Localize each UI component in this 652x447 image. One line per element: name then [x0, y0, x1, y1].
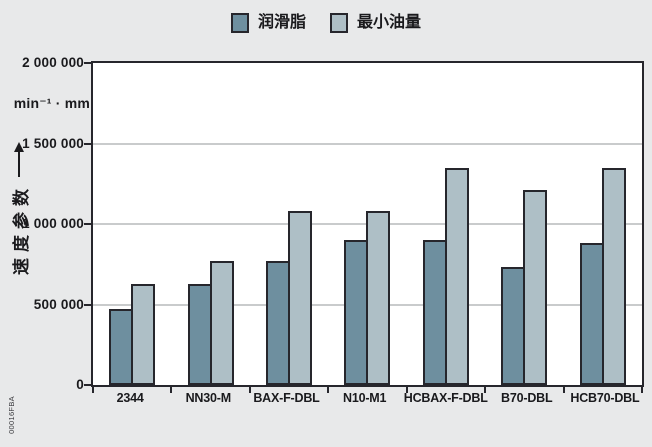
legend-item-grease: 润滑脂 [230, 13, 306, 33]
bar [501, 267, 526, 385]
x-tick-mark [92, 387, 94, 393]
x-tick-mark [641, 387, 643, 393]
category-column [485, 63, 563, 385]
x-tick-mark [405, 387, 408, 393]
category-column [407, 63, 485, 385]
x-tick-mark [562, 387, 565, 393]
watermark: 00016FBA [7, 396, 16, 434]
y-tick-label: 500 000 [33, 296, 84, 312]
legend-label-grease: 润滑脂 [257, 14, 306, 31]
bar [109, 309, 134, 385]
gridline [93, 142, 642, 145]
y-tick-label: 1 000 000 [22, 216, 84, 231]
bar [366, 211, 391, 385]
x-tick-mark [327, 387, 330, 393]
bar [209, 261, 234, 385]
x-axis-label: HCBAX-F-DBL [403, 391, 488, 405]
bar [344, 240, 369, 385]
category-column [171, 63, 249, 385]
x-axis-label: BAX-F-DBL [253, 391, 320, 405]
x-axis-label: N10-M1 [343, 391, 387, 405]
x-axis-labels: 2344 NN30-M BAX-F-DBL N10-M1 HCBAX-F-DBL B70-… [91, 391, 644, 405]
plot-area [91, 61, 644, 387]
x-axis-label: 2344 [116, 391, 144, 405]
legend: 润滑脂 最小油量 [0, 13, 652, 33]
x-tick-mark [248, 387, 251, 393]
x-axis-label: HCB70-DBL [570, 391, 640, 405]
bar [131, 283, 156, 385]
bar [523, 190, 548, 385]
y-tick-mark [84, 384, 92, 386]
y-tick-label: 1 500 000 [22, 135, 84, 151]
category-column [93, 63, 171, 385]
bar [601, 167, 626, 385]
bar [579, 243, 604, 385]
y-tick-mark [84, 62, 92, 64]
y-tick-mark [84, 142, 92, 145]
y-tick-label: 0 [76, 377, 84, 392]
y-axis-unit: min⁻¹ · mm [13, 95, 90, 111]
legend-swatch-grease-icon [230, 13, 249, 33]
up-arrow-icon [18, 151, 20, 177]
x-tick-mark [170, 387, 173, 393]
bar [422, 240, 447, 385]
legend-label-min-oil: 最小油量 [357, 14, 422, 31]
category-column [564, 63, 642, 385]
bar [444, 167, 469, 385]
bars-container [93, 63, 642, 385]
y-tick-label: 2 000 000 [22, 55, 84, 70]
category-column [250, 63, 328, 385]
y-tick-mark [84, 223, 92, 225]
x-tick-mark [484, 387, 487, 393]
x-axis-label: NN30-M [185, 391, 232, 405]
category-column [328, 63, 406, 385]
x-axis-label: B70-DBL [501, 391, 553, 405]
y-tick-mark [84, 303, 92, 306]
bar [288, 211, 313, 385]
y-axis-title: 速度参数 [8, 143, 31, 283]
legend-item-min-oil: 最小油量 [330, 13, 421, 33]
bar [266, 261, 291, 385]
bar [187, 283, 212, 385]
legend-swatch-min-oil-icon [330, 13, 348, 33]
